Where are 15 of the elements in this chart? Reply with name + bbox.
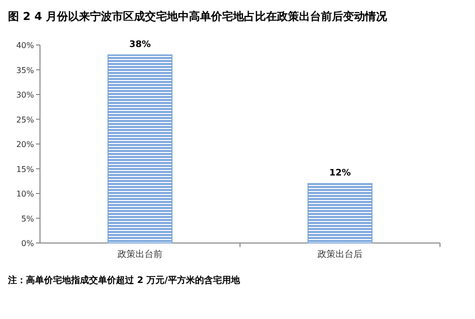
- y-tick-label: 0%: [21, 239, 34, 248]
- x-tick-label: 政策出台前: [118, 249, 162, 260]
- data-label: 38%: [129, 40, 151, 50]
- y-tick-label: 20%: [16, 140, 34, 149]
- y-tick-label: 30%: [16, 90, 34, 100]
- y-tick-label: 5%: [21, 214, 34, 224]
- y-tick-label: 15%: [16, 164, 34, 174]
- y-tick-label: 25%: [16, 115, 34, 124]
- y-tick-label: 10%: [16, 190, 34, 198]
- text: 注：高单价宅地指成交单价超过 2 万元/平方米的含宅用地: [7, 275, 241, 286]
- y-tick-label: 35%: [16, 66, 34, 75]
- y-tick-label: 40%: [16, 41, 34, 50]
- x-tick-label: 政策出台后: [318, 249, 362, 260]
- chart-title: 图 2 4 月份以来宁波市区成交宅地中高单价宅地占比在政策出台前后变动情况: [8, 10, 388, 23]
- data-label: 12%: [329, 168, 351, 179]
